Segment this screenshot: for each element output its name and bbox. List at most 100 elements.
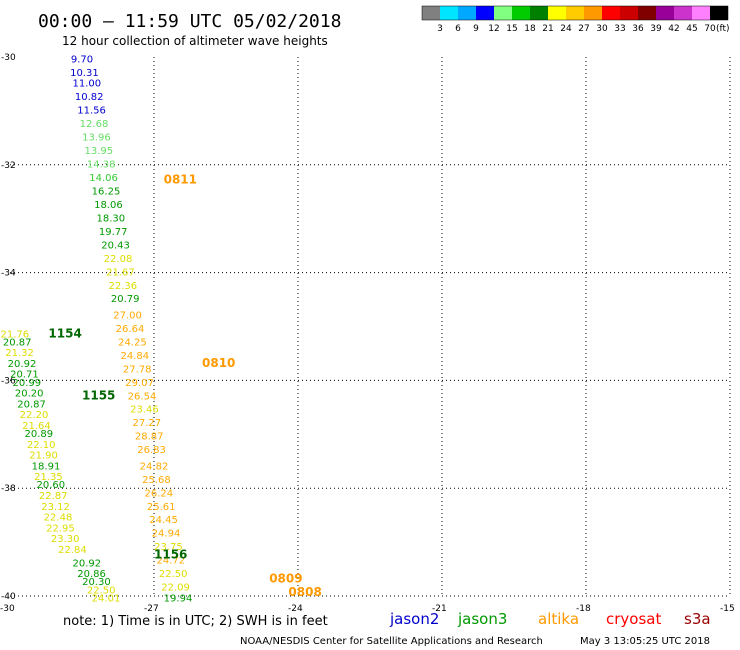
chart-subtitle: 12 hour collection of altimeter wave hei… xyxy=(62,34,328,48)
colorbar-frame xyxy=(421,5,729,21)
swh-value: 22.48 xyxy=(44,513,73,524)
axis-ticks: -30 -27 -24 -21 -18 -15 -30 -32 -34 -36 -38 -40 xyxy=(0,53,735,614)
swh-value: 18.06 xyxy=(94,200,123,211)
x-tick-label: -18 xyxy=(576,604,591,614)
swh-value: 21.64 xyxy=(22,421,51,432)
colorbar-swatch xyxy=(692,6,710,20)
swh-value: 20.92 xyxy=(8,359,37,370)
swh-value: 23.75 xyxy=(154,542,183,553)
swh-value: 27.27 xyxy=(132,418,161,429)
swh-value: 20.79 xyxy=(111,294,140,305)
swh-value: 22.95 xyxy=(46,523,75,534)
colorbar-label: 9 xyxy=(473,24,479,34)
swh-value: 27.78 xyxy=(123,364,152,375)
swh-value: 29.07 xyxy=(125,378,154,389)
swh-value: 20.30 xyxy=(82,577,111,588)
satellite-jason3: jason3 xyxy=(457,610,507,628)
colorbar-label: 42 xyxy=(668,24,679,34)
swh-value: 21.32 xyxy=(5,348,34,359)
swh-value: 20.99 xyxy=(12,378,41,389)
swh-value: 19.94 xyxy=(164,593,193,604)
swh-value: 20.86 xyxy=(77,569,106,580)
swh-value: 22.09 xyxy=(161,583,190,594)
y-tick-label: -32 xyxy=(1,161,16,171)
x-tick-label: -27 xyxy=(144,604,159,614)
pass-id-label: 0808 xyxy=(288,585,321,599)
colorbar-label: 21 xyxy=(542,24,553,34)
satellite-legend: jason2 jason3 altika cryosat s3a xyxy=(389,610,711,628)
x-tick-label: -21 xyxy=(432,604,447,614)
swh-value: 20.87 xyxy=(3,337,32,348)
swh-value: 26.24 xyxy=(144,488,173,499)
colorbar-swatch xyxy=(638,6,656,20)
swh-value: 22.50 xyxy=(87,585,116,596)
swh-value: 10.31 xyxy=(70,68,99,79)
swh-value: 11.00 xyxy=(72,79,101,90)
chart-title: 00:00 – 11:59 UTC 05/02/2018 xyxy=(38,11,341,32)
swh-value: 24.94 xyxy=(152,529,181,540)
swh-value: 20.60 xyxy=(36,480,65,491)
colorbar-label: 70 xyxy=(704,24,716,34)
footer-note: note: 1) Time is in UTC; 2) SWH is in fe… xyxy=(63,614,328,629)
swh-value: 22.20 xyxy=(20,410,49,421)
satellite-s3a: s3a xyxy=(684,610,711,628)
swh-value: 22.36 xyxy=(108,281,137,292)
swh-value: 10.82 xyxy=(75,92,104,103)
grid-lines xyxy=(10,57,731,597)
satellite-altika: altika xyxy=(538,610,579,628)
swh-value: 12.68 xyxy=(80,119,109,130)
colorbar-label: 18 xyxy=(524,24,536,34)
swh-value: 18.30 xyxy=(96,213,125,224)
swh-value: 20.92 xyxy=(72,558,101,569)
colorbar-label: 3 xyxy=(437,24,443,34)
colorbar-legend: 3 6 9 12 15 18 21 24 27 30 33 36 39 42 45 70 (ft) xyxy=(421,5,730,34)
swh-value: 20.43 xyxy=(101,240,130,251)
colorbar-swatch xyxy=(530,6,548,20)
y-tick-label: -34 xyxy=(1,269,16,279)
swh-value: 22.84 xyxy=(58,545,87,556)
swh-value: 14.38 xyxy=(87,159,116,170)
colorbar-label: 45 xyxy=(686,24,697,34)
x-tick-label: -30 xyxy=(0,604,15,614)
y-tick-label: -40 xyxy=(1,592,16,602)
swh-value: 24.45 xyxy=(149,515,178,526)
colorbar-swatch xyxy=(476,6,494,20)
swh-value: 24.84 xyxy=(120,351,149,362)
swh-value: 22.08 xyxy=(104,254,133,265)
swh-value: 23.12 xyxy=(41,502,70,513)
swh-value: 22.10 xyxy=(27,440,56,451)
y-tick-label: -36 xyxy=(1,376,16,386)
colorbar-swatch xyxy=(548,6,566,20)
footer-timestamp: May 3 13:05:25 UTC 2018 xyxy=(580,636,710,647)
colorbar-unit: (ft) xyxy=(716,24,730,34)
swh-value: 20.20 xyxy=(15,389,44,400)
swh-value: 24.72 xyxy=(156,556,185,567)
swh-value: 18.91 xyxy=(32,461,61,472)
swh-value: 20.89 xyxy=(24,429,53,440)
colorbar-swatch xyxy=(566,6,584,20)
swh-value: 26.54 xyxy=(128,391,157,402)
pass-id-label: 1154 xyxy=(48,326,81,340)
swh-value: 20.87 xyxy=(17,399,46,410)
swh-value: 9.70 xyxy=(71,54,93,65)
swh-value: 13.95 xyxy=(84,146,113,157)
colorbar-swatch xyxy=(674,6,692,20)
swh-value: 26.64 xyxy=(116,324,145,335)
pass-id-label: 1156 xyxy=(154,547,187,561)
colorbar-label: 36 xyxy=(632,24,644,34)
swh-value: 27.00 xyxy=(113,310,142,321)
satellite-jason2: jason2 xyxy=(389,610,439,628)
colorbar-label: 27 xyxy=(578,24,589,34)
x-tick-label: -15 xyxy=(720,604,735,614)
swh-value: 13.96 xyxy=(82,133,111,144)
colorbar-label: 33 xyxy=(614,24,625,34)
colorbar-swatch xyxy=(458,6,476,20)
swh-value: 22.87 xyxy=(39,491,68,502)
colorbar-swatch xyxy=(512,6,530,20)
pass-id-label: 1155 xyxy=(82,388,115,402)
colorbar-label: 24 xyxy=(560,24,572,34)
colorbar-label: 6 xyxy=(455,24,461,34)
swh-value: 26.83 xyxy=(137,445,166,456)
colorbar-label: 39 xyxy=(650,24,662,34)
